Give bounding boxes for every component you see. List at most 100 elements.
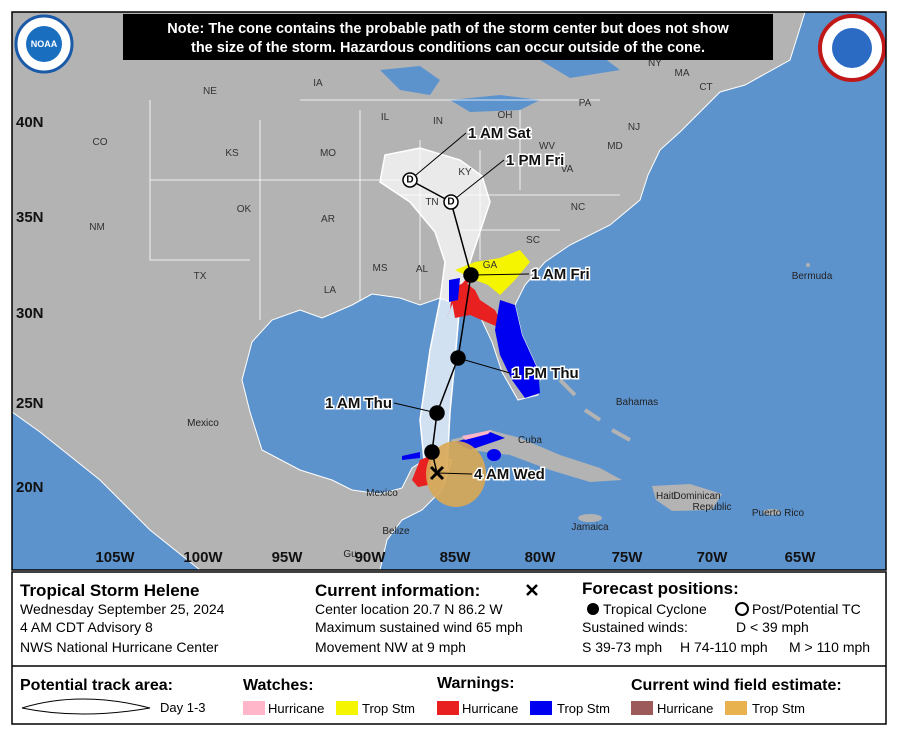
time-label: 1 AM Thu (325, 395, 392, 412)
bahamas (558, 378, 631, 442)
state-label: SC (526, 235, 540, 246)
position-symbol: H (433, 408, 440, 419)
position-marker (443, 194, 459, 210)
leader-line (409, 132, 467, 181)
place-label: Dominican (673, 491, 720, 502)
state-label: OK (237, 204, 252, 215)
longitude-label: 95W (272, 549, 304, 566)
info-panel: Tropical Storm Helene Wednesday Septembe… (11, 571, 887, 725)
state-label: LA (324, 285, 337, 296)
hispaniola (652, 484, 722, 511)
tropical-storm-warning-mexico (402, 452, 420, 460)
place-label: Haiti (656, 491, 676, 502)
state-label: PA (579, 98, 592, 109)
noaa-logo-text: NOAA (31, 39, 58, 49)
longitude-label: 105W (95, 549, 135, 566)
longitude-label: 70W (697, 549, 729, 566)
tropical-symbol (587, 603, 599, 615)
hurricane-watch-cuba (462, 430, 492, 440)
bermuda (806, 263, 810, 267)
place-label: Republic (693, 502, 732, 513)
position-marker (463, 267, 479, 283)
current-line: Maximum sustained wind 65 mph (315, 619, 523, 635)
latitude-label: 35N (16, 209, 44, 226)
state-label: CT (699, 82, 712, 93)
leader-line (450, 159, 505, 203)
state-label: NM (89, 222, 105, 233)
place-label: Bermuda (792, 271, 833, 282)
longitude-labels: 105W 100W 95W 90W 85W 80W 75W 70W 65W (95, 549, 816, 566)
latitude-labels: 40N 35N 30N 25N 20N (16, 114, 44, 496)
longitude-label: 80W (525, 549, 557, 566)
time-label: 1 AM Fri (531, 266, 590, 283)
state-label: AR (321, 214, 335, 225)
place-label: Puerto Rico (752, 508, 805, 519)
state-label: MD (607, 141, 623, 152)
cone-swatch (21, 698, 151, 715)
forecast-points: 4 AM Wed H 1 AM Thu H 1 PM Thu M 1 AM Fri H 1 PM… (324, 124, 592, 485)
tropical-storm-warning-2 (449, 278, 460, 302)
legend-label: Trop Stm (362, 701, 415, 716)
winds-s: S 39-73 mph (582, 639, 662, 655)
center-marker (429, 465, 445, 481)
place-label: Cuba (518, 435, 542, 446)
state-label: TN (425, 197, 438, 208)
latitude-label: 25N (16, 395, 44, 412)
state-label: MO (320, 148, 336, 159)
track-heading: Potential track area: (20, 677, 173, 694)
winds-m: M > 110 mph (789, 639, 870, 655)
note-line: Note: The cone contains the probable pat… (167, 21, 729, 37)
winds-d: D < 39 mph (736, 619, 809, 635)
state-label: IN (433, 116, 443, 127)
state-label: TX (194, 271, 207, 282)
current-line: Center location 20.7 N 86.2 W (315, 601, 503, 617)
post-label: Post/Potential TC (752, 601, 861, 617)
state-label: NE (203, 86, 217, 97)
position-symbol: D (447, 197, 454, 208)
state-label: VA (561, 164, 574, 175)
position-symbol: D (406, 175, 413, 186)
legend-label: Hurricane (462, 701, 518, 716)
jamaica (578, 514, 602, 522)
position-marker (402, 172, 418, 188)
state-label: KY (458, 167, 472, 178)
land (11, 11, 806, 571)
position-marker (450, 350, 466, 366)
leader-line (436, 472, 473, 475)
state-label: NJ (628, 122, 640, 133)
legend-label: Hurricane (268, 701, 324, 716)
legend-label: Hurricane (657, 701, 713, 716)
current-heading: Current information: (315, 581, 480, 600)
watches-heading: Watches: (243, 677, 314, 694)
longitude-label: 90W (355, 549, 387, 566)
longitude-label: 85W (440, 549, 472, 566)
note-box (123, 14, 773, 60)
latitude-label: 40N (16, 114, 44, 131)
wind-hurricane-swatch (631, 701, 653, 715)
position-symbol: M (454, 353, 462, 364)
panel-frame (11, 571, 887, 725)
watch-trop-swatch (336, 701, 358, 715)
forecast-heading: Forecast positions: (582, 579, 739, 598)
map-frame (11, 11, 887, 571)
latitude-label: 30N (16, 305, 44, 322)
watch-hurricane-swatch (243, 701, 265, 715)
storm-title: Tropical Storm Helene (20, 581, 200, 600)
winds-label: Sustained winds: (582, 619, 688, 635)
date: Wednesday September 25, 2024 (20, 601, 225, 617)
day-label: Day 1-3 (160, 700, 206, 715)
position-symbol: H (428, 447, 435, 458)
legend-label: Trop Stm (752, 701, 805, 716)
post-symbol (735, 602, 749, 616)
current-line: Movement NW at 9 mph (315, 639, 466, 655)
state-labels: NE IA IL IN OH PA NY MA CT NJ MD WV VA KY TN NC SC GA AL MS… (89, 58, 712, 296)
wind-trop-swatch (725, 701, 747, 715)
time-label: 4 AM Wed (474, 466, 545, 483)
place-label: Mexico (187, 418, 219, 429)
legend-label: Trop Stm (557, 701, 610, 716)
longitude-label: 100W (183, 549, 223, 566)
position-symbol: H (467, 270, 474, 281)
tropical-storm-warning (495, 300, 540, 398)
note-line: the size of the storm. Hazardous conditi… (191, 40, 705, 56)
state-label: WV (539, 141, 555, 152)
